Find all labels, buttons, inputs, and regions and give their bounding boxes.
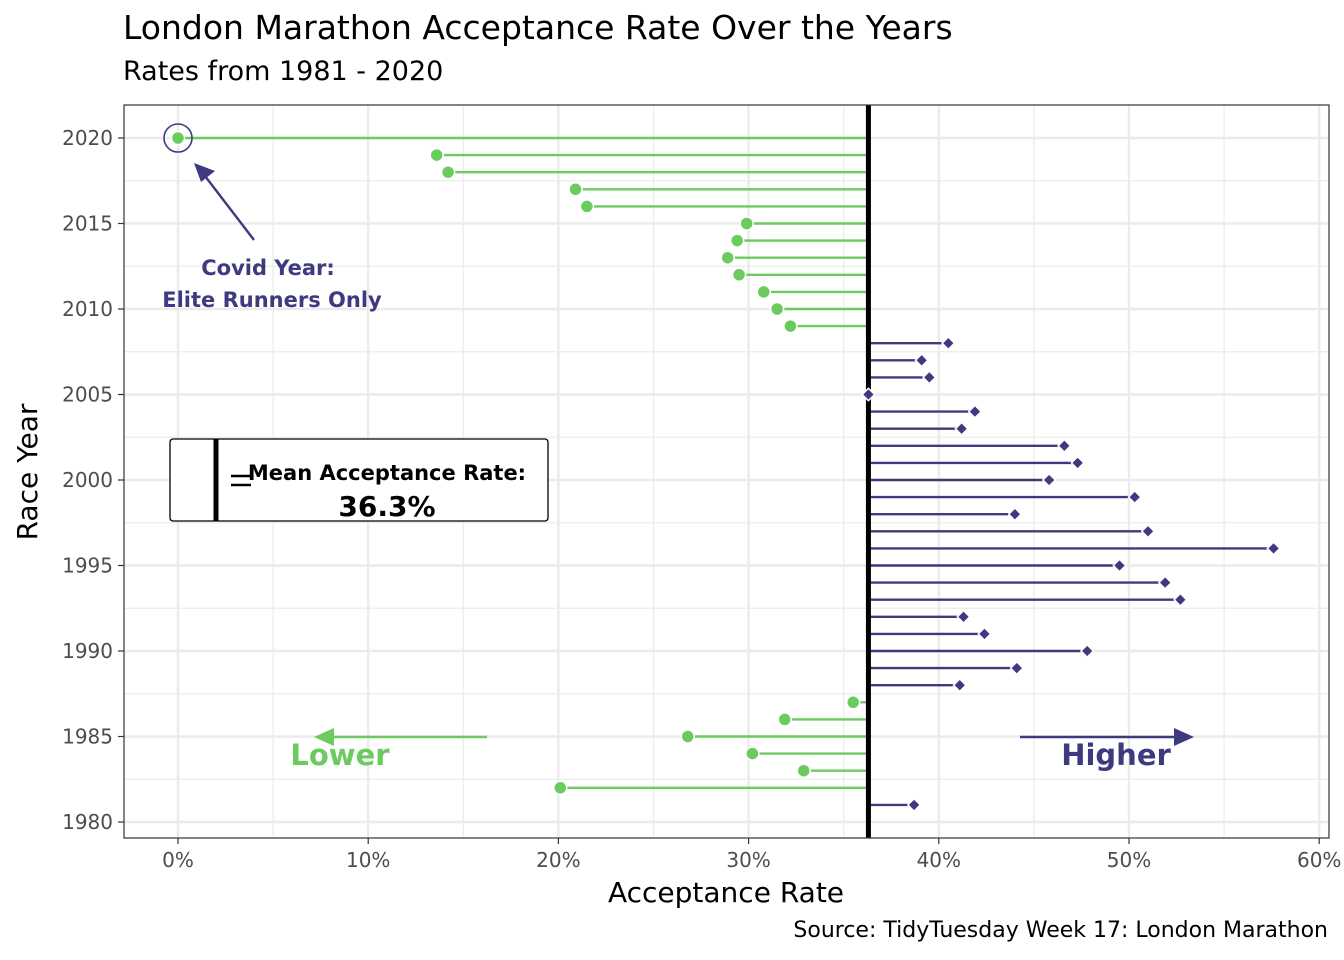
mean-legend: Mean Acceptance Rate: 36.3% xyxy=(169,438,549,523)
y-tick-label: 2015 xyxy=(62,212,113,236)
x-axis-ticks: 0% 10% 20% 30% 40% 50% 60% xyxy=(162,838,1341,872)
y-tick-label: 1980 xyxy=(62,810,113,834)
lollipop-point-2014 xyxy=(729,233,745,248)
lollipop-point-1988 xyxy=(952,677,967,693)
y-tick-label: 2020 xyxy=(62,126,113,150)
lollipop-point-1981 xyxy=(906,797,922,813)
covid-highlight-circle xyxy=(163,123,193,153)
lollipop-point-1993 xyxy=(1173,592,1188,607)
lollipop-point-1987 xyxy=(845,695,861,710)
lollipop-point-2011 xyxy=(756,284,772,300)
covid-annotation-line1: Covid Year: xyxy=(201,256,335,280)
x-tick-label: 60% xyxy=(1297,848,1341,872)
lollipop-point-2006 xyxy=(922,370,937,385)
chart-caption: Source: TidyTuesday Week 17: London Mara… xyxy=(793,918,1328,943)
lollipop-point-2017 xyxy=(568,182,583,197)
lollipop-point-2013 xyxy=(720,250,735,265)
lollipop-point-2003 xyxy=(954,421,969,436)
lollipop-point-2019 xyxy=(429,147,444,163)
lollipop-point-1989 xyxy=(1009,660,1025,676)
lollipop-point-1985 xyxy=(680,729,695,744)
lower-arrow-head xyxy=(314,728,334,746)
lollipop-point-2002 xyxy=(1057,438,1072,454)
lollipop-stems xyxy=(178,136,1274,807)
covid-arrow-head xyxy=(194,163,215,182)
lollipop-point-1991 xyxy=(977,626,992,642)
lollipop-point-2015 xyxy=(739,216,754,231)
y-axis-ticks: 1980 1985 1990 1995 2000 2005 2010 2015 2020 xyxy=(62,126,124,834)
lollipop-point-2018 xyxy=(440,164,456,180)
lollipop-point-1983 xyxy=(796,763,812,778)
lollipop-point-1995 xyxy=(1112,558,1127,573)
lower-label: Lower xyxy=(290,738,390,772)
lollipop-point-2010 xyxy=(769,301,785,317)
lollipop-point-1992 xyxy=(956,609,971,625)
x-tick-label: 50% xyxy=(1107,848,1151,872)
chart-subtitle: Rates from 1981 - 2020 xyxy=(123,56,444,87)
lollipop-point-1982 xyxy=(553,780,568,796)
x-tick-label: 20% xyxy=(536,848,580,872)
lollipop-point-1996 xyxy=(1266,541,1281,556)
y-tick-label: 1990 xyxy=(62,639,113,663)
lollipop-point-2004 xyxy=(967,404,983,419)
y-axis-label: Race Year xyxy=(11,403,44,540)
x-tick-label: 10% xyxy=(346,848,390,872)
data-points xyxy=(170,130,1281,813)
lollipop-point-1984 xyxy=(745,746,760,761)
mean-legend-box xyxy=(169,438,549,522)
lollipop-point-2012 xyxy=(731,267,747,283)
x-tick-label: 40% xyxy=(917,848,961,872)
lollipop-point-1998 xyxy=(1007,506,1023,522)
mean-legend-value: 36.3% xyxy=(338,490,435,523)
x-tick-label: 0% xyxy=(162,848,194,872)
lollipop-point-1990 xyxy=(1079,643,1095,659)
lollipop-point-1986 xyxy=(777,712,792,727)
y-tick-label: 2010 xyxy=(62,297,113,321)
x-tick-label: 30% xyxy=(726,848,770,872)
lollipop-point-2007 xyxy=(914,353,929,368)
lollipop-point-1997 xyxy=(1140,524,1156,539)
mean-legend-label: Mean Acceptance Rate: xyxy=(248,461,526,485)
y-tick-label: 1985 xyxy=(62,725,113,749)
y-tick-label: 2000 xyxy=(62,468,113,492)
lollipop-point-1999 xyxy=(1127,489,1142,505)
lollipop-point-2000 xyxy=(1041,472,1057,488)
lollipop-point-2008 xyxy=(941,335,956,351)
higher-label: Higher xyxy=(1061,738,1171,772)
y-tick-label: 1995 xyxy=(62,554,113,578)
lollipop-point-2009 xyxy=(783,318,798,334)
x-axis-label: Acceptance Rate xyxy=(608,876,844,909)
lollipop-point-2005 xyxy=(861,387,876,402)
covid-annotation-line2: Elite Runners Only xyxy=(162,288,382,312)
lollipop-point-2020 xyxy=(170,130,186,146)
lollipop-point-2001 xyxy=(1070,455,1085,471)
covid-arrow-shaft xyxy=(204,175,255,241)
plot-panel-border xyxy=(123,104,1330,839)
higher-arrow-head xyxy=(1174,728,1194,746)
y-tick-label: 2005 xyxy=(62,383,113,407)
lollipop-point-2016 xyxy=(579,199,595,214)
chart-title: London Marathon Acceptance Rate Over the… xyxy=(123,8,953,47)
lollipop-point-1994 xyxy=(1157,575,1173,590)
